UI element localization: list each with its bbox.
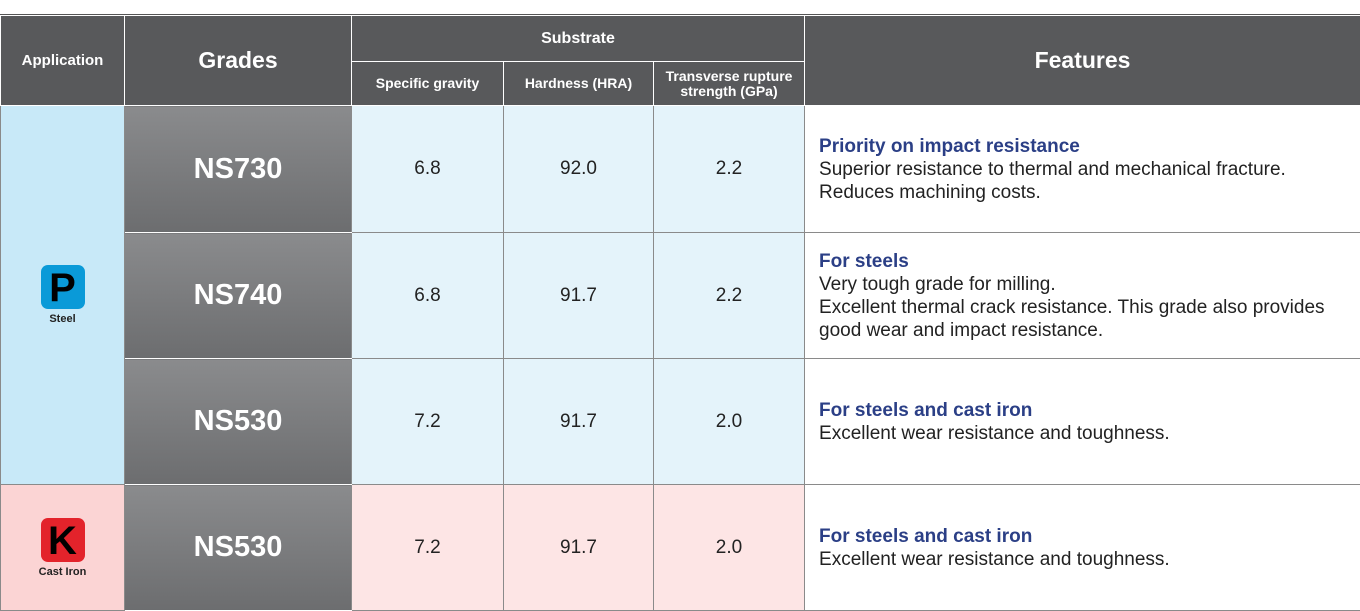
value-cell: 7.2 bbox=[352, 359, 504, 485]
value-cell: 2.0 bbox=[654, 485, 805, 611]
value-cell: 91.7 bbox=[504, 485, 654, 611]
grade-cell: NS530 bbox=[125, 359, 352, 485]
application-icon: P bbox=[41, 265, 85, 309]
feature-title: For steels and cast iron bbox=[819, 525, 1346, 548]
application-cell: K Cast Iron bbox=[1, 485, 125, 611]
value-cell: 6.8 bbox=[352, 233, 504, 359]
application-icon: K bbox=[41, 518, 85, 562]
subheader-cell: Hardness (HRA) bbox=[504, 62, 654, 106]
header-cell: Substrate bbox=[352, 16, 805, 62]
header-cell: Application bbox=[1, 16, 125, 106]
feature-text: Excellent thermal crack resistance. This… bbox=[819, 296, 1346, 342]
value-cell: 2.2 bbox=[654, 233, 805, 359]
feature-title: For steels and cast iron bbox=[819, 399, 1346, 422]
value-cell: 91.7 bbox=[504, 233, 654, 359]
grade-cell: NS730 bbox=[125, 106, 352, 233]
feature-title: For steels bbox=[819, 250, 1346, 273]
feature-text: Superior resistance to thermal and mecha… bbox=[819, 158, 1346, 204]
value-cell: 2.0 bbox=[654, 359, 805, 485]
feature-title: Priority on impact resistance bbox=[819, 135, 1346, 158]
header-cell: Features bbox=[805, 16, 1360, 106]
value-cell: 91.7 bbox=[504, 359, 654, 485]
feature-text: Excellent wear resistance and toughness. bbox=[819, 548, 1346, 571]
application-cell: P Steel bbox=[1, 106, 125, 485]
subheader-cell: Transverse rupture strength (GPa) bbox=[654, 62, 805, 106]
feature-text: Excellent wear resistance and toughness. bbox=[819, 422, 1346, 445]
value-cell: 2.2 bbox=[654, 106, 805, 233]
value-cell: 7.2 bbox=[352, 485, 504, 611]
value-cell: 6.8 bbox=[352, 106, 504, 233]
feature-text: Very tough grade for milling. bbox=[819, 273, 1346, 296]
application-name: Cast Iron bbox=[1, 566, 124, 578]
value-cell: 92.0 bbox=[504, 106, 654, 233]
grade-cell: NS530 bbox=[125, 485, 352, 611]
grade-cell: NS740 bbox=[125, 233, 352, 359]
header-cell: Grades bbox=[125, 16, 352, 106]
subheader-cell: Specific gravity bbox=[352, 62, 504, 106]
application-name: Steel bbox=[1, 313, 124, 325]
